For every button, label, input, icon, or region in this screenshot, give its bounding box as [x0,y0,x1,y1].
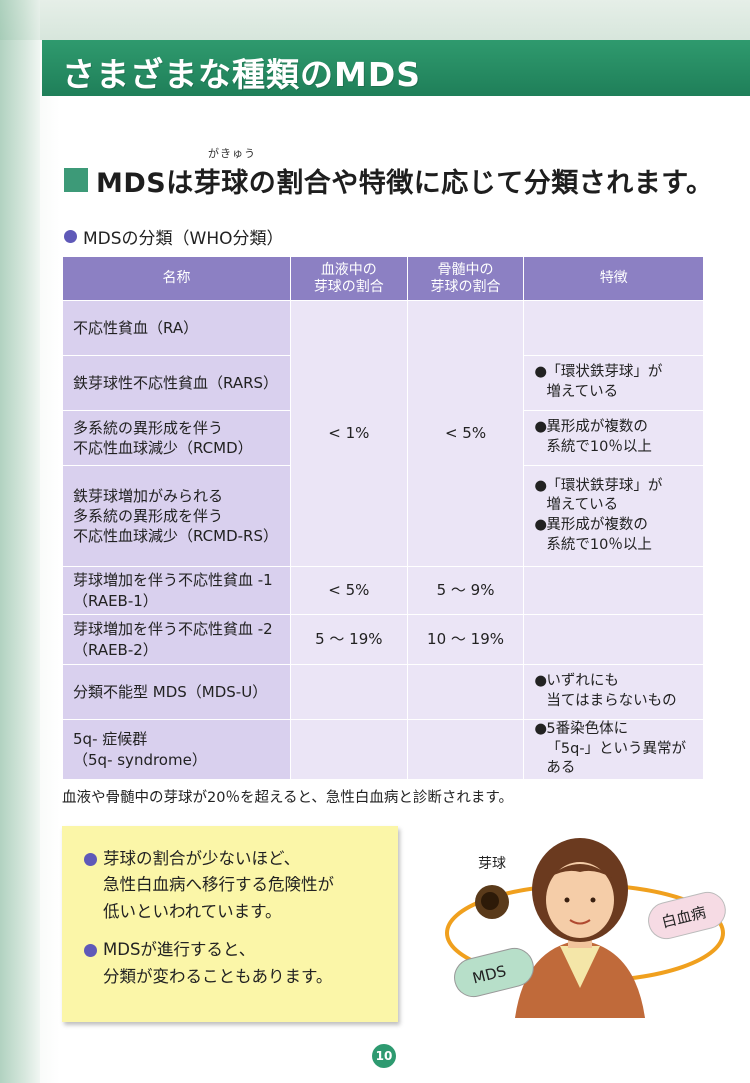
feature-item: ● 「環状鉄芽球」が 増えている [534,477,693,516]
row-name: 不応性貧血（RA） [62,300,291,356]
row-features: ● 「環状鉄芽球」が 増えている ● 異形成が複数の 系統で10％以上 [523,465,704,567]
table-header-row: 名称 血液中の 芽球の割合 骨髄中の 芽球の割合 特徴 [62,256,704,301]
merged-blood-cell: < 1% [289,300,408,567]
merged-marrow-cell: < 5% [406,300,525,567]
row-blood [289,719,408,780]
row-features [523,300,704,356]
person-collar [560,946,600,988]
blast-nucleus-icon [481,892,499,910]
row-marrow [406,719,525,780]
person-face [546,862,614,938]
row-features [523,614,704,665]
person-eye [564,897,570,903]
row-marrow: 5 ～ 9% [406,566,525,615]
table-row: 芽球増加を伴う不応性貧血 -2 （RAEB-2） 5 ～ 19% 10 ～ 19% [62,614,704,665]
feature-text: 「環状鉄芽球」が 増えている [546,477,663,514]
feature-text: 「環状鉄芽球」が 増えている [546,364,663,400]
note-item: MDSが進行すると、 分類が変わることもあります。 [84,937,384,990]
feature-text: 5番染色体に 「5q-」という異常がある [546,721,687,777]
row-features: ● 5番染色体に 「5q-」という異常がある [523,719,704,780]
row-marrow [406,664,525,720]
header-features: 特徴 [523,256,704,301]
row-name: 5q- 症候群 （5q- syndrome） [62,719,291,780]
row-name: 鉄芽球性不応性貧血（RARS） [62,355,291,411]
note-item: 芽球の割合が少ないほど、 急性白血病へ移行する危険性が 低いといわれています。 [84,846,384,925]
table-caption: MDSの分類（WHO分類） [64,224,284,249]
classification-table: 名称 血液中の 芽球の割合 骨髄中の 芽球の割合 特徴 不応性貧血（RA） < 1%… [62,256,704,780]
feature-bullet-icon: ● [534,673,548,690]
feature-text: 異形成が複数の 系統で10％以上 [546,419,652,455]
feature-bullet-icon: ● [534,419,548,436]
mds-pill [454,947,534,998]
heading-square-icon [64,168,88,192]
row-features: ● いずれにも 当てはまらないもの [523,664,704,720]
heading-text: MDSは芽球の割合や特徴に応じて分類されます。 [96,167,714,199]
page-title: さまざまな種類のMDS [62,55,421,94]
feature-item: ● 異形成が複数の 系統で10％以上 [534,418,693,457]
feature-bullet-icon: ● [534,721,548,738]
feature-item: ● 異形成が複数の 系統で10％以上 [534,516,693,555]
row-name: 分類不能型 MDS（MDS-U） [62,664,291,720]
page-number: 10 [372,1044,396,1068]
footnote: 血液や骨髄中の芽球が20％を超えると、急性白血病と診断されます。 [62,790,513,806]
table-row: 分類不能型 MDS（MDS-U） ● いずれにも 当てはまらないもの [62,664,704,720]
feature-bullet-icon: ● [534,477,548,494]
bullet-dot-icon [84,944,97,958]
row-name: 芽球増加を伴う不応性貧血 -2 （RAEB-2） [62,614,291,665]
row-blood: < 5% [289,566,408,615]
row-name: 鉄芽球増加がみられる 多系統の異形成を伴う 不応性血球減少（RCMD-RS） [62,465,291,567]
top-band [0,0,750,40]
heading-ruby: がきゅう [208,146,256,160]
table-row: 芽球増加を伴う不応性貧血 -1 （RAEB-1） < 5% 5 ～ 9% [62,566,704,615]
feature-text: 異形成が複数の 系統で10％以上 [546,517,652,553]
bullet-dot-icon [84,853,97,866]
header-name: 名称 [62,256,291,301]
table-row: 不応性貧血（RA） < 1% < 5% [62,300,704,567]
row-name: 多系統の異形成を伴う 不応性血球減少（RCMD） [62,410,291,466]
table-caption-text: MDSの分類（WHO分類） [83,229,284,249]
feature-item: ● 5番染色体に 「5q-」という異常がある [534,720,693,779]
header-blood: 血液中の 芽球の割合 [289,256,408,301]
title-bar: さまざまな種類のMDS [42,40,750,96]
row-blood: 5 ～ 19% [289,614,408,665]
leukemia-pill [648,891,726,940]
left-stripe [0,0,40,1083]
illustration: 芽球 白血病 MDS [445,838,726,1018]
row-features [523,566,704,615]
person-mouth [569,919,591,925]
person-eye [590,897,596,903]
feature-bullet-icon: ● [534,517,548,533]
section-heading: がきゅう MDSは芽球の割合や特徴に応じて分類されます。 [64,147,714,200]
header-marrow: 骨髄中の 芽球の割合 [406,256,525,301]
feature-item: ● いずれにも 当てはまらないもの [534,672,693,711]
row-blood [289,664,408,720]
table-row: 5q- 症候群 （5q- syndrome） ● 5番染色体に 「5q-」という異常が… [62,719,704,780]
table-row: 鉄芽球増加がみられる 多系統の異形成を伴う 不応性血球減少（RCMD-RS） ● 「環… [62,465,704,567]
row-features: ● 「環状鉄芽球」が 増えている [523,355,704,411]
table-row: 鉄芽球性不応性貧血（RARS） ● 「環状鉄芽球」が 増えている [62,355,704,411]
row-marrow: 10 ～ 19% [406,614,525,665]
person-bangs [548,864,612,878]
note-text: 芽球の割合が少ないほど、 急性白血病へ移行する危険性が 低いといわれています。 [103,849,334,921]
note-box: 芽球の割合が少ないほど、 急性白血病へ移行する危険性が 低いといわれています。 MD… [62,826,398,1022]
feature-text: いずれにも 当てはまらないもの [546,673,677,709]
row-features: ● 異形成が複数の 系統で10％以上 [523,410,704,466]
note-text: MDSが進行すると、 分類が変わることもあります。 [103,940,333,986]
blast-label: 芽球 [478,856,506,872]
feature-bullet-icon: ● [534,364,548,381]
feature-item: ● 「環状鉄芽球」が 増えている [534,363,693,402]
row-name: 芽球増加を伴う不応性貧血 -1 （RAEB-1） [62,566,291,615]
bullet-dot-icon [64,230,77,243]
